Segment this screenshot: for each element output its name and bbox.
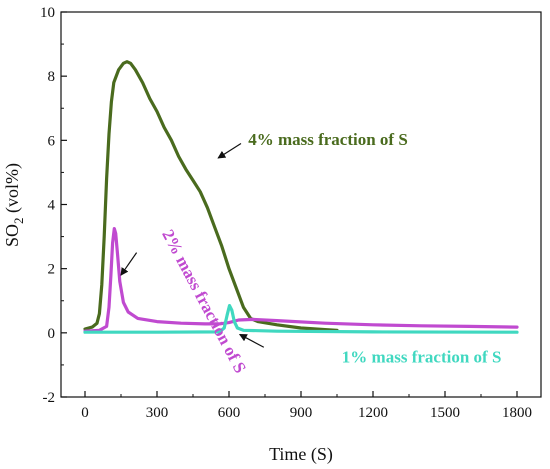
x-tick-label: 0	[81, 405, 89, 421]
x-tick-label: 1500	[430, 405, 460, 421]
y-tick-label: 0	[48, 326, 56, 342]
x-axis-label: Time (S)	[269, 444, 333, 465]
annotation-arrow	[120, 252, 138, 276]
x-tick-label: 900	[290, 405, 313, 421]
y-axis-label-main: SO	[2, 224, 22, 247]
annotation-arrow	[217, 143, 242, 159]
axis-ticks: 0 300 600 900 1200 1500 1800 -2 0 2 4 6 8 10	[40, 5, 532, 421]
y-tick-label: 6	[48, 133, 56, 149]
annotation-arrow	[238, 333, 265, 348]
y-tick-label: 10	[40, 5, 55, 21]
series-line-2-mass-fraction-of-s	[83, 227, 519, 333]
series-line-4-mass-fraction-of-s	[83, 60, 339, 332]
x-tick-label: 300	[146, 405, 169, 421]
y-tick-label: -2	[43, 390, 56, 406]
x-tick-label: 1200	[358, 405, 388, 421]
series-annotation-label: 4% mass fraction of S	[248, 130, 408, 149]
series-layer	[83, 60, 519, 334]
plot-frame	[60, 11, 542, 398]
series-line-1-mass-fraction-of-s	[83, 304, 519, 334]
annotation-layer: 4% mass fraction of S 2% mass fraction of…	[120, 130, 502, 376]
y-axis-label-tail: (vol%)	[2, 163, 23, 217]
series-annotation-label: 1% mass fraction of S	[342, 347, 502, 366]
y-tick-label: 2	[48, 262, 56, 278]
y-axis-label-sub: 2	[11, 217, 26, 224]
series-annotation-label: 2% mass fraction of S	[158, 226, 250, 376]
y-tick-label: 4	[48, 198, 56, 214]
y-axis-label: SO2 (vol%)	[2, 163, 26, 247]
x-tick-label: 1800	[502, 405, 532, 421]
x-tick-label: 600	[218, 405, 241, 421]
y-tick-label: 8	[48, 69, 56, 85]
